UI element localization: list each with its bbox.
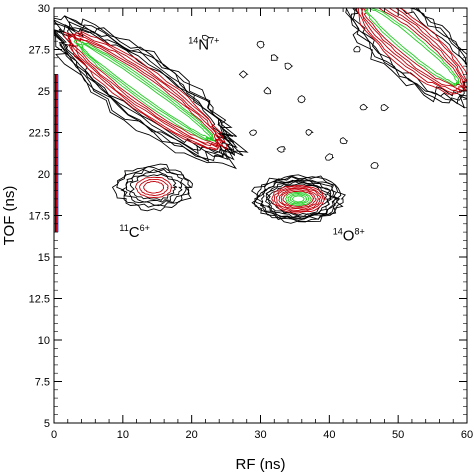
ion-charge: 6+ <box>140 223 150 233</box>
contour-line <box>359 103 369 111</box>
contour-line <box>361 8 463 88</box>
contour-line <box>143 181 165 194</box>
contour-line <box>111 163 193 212</box>
axis-ticks: 0 10 20 30 40 50 60 5 7.5 10 12.5 15 17.5 20 22.5 25 27.… <box>29 3 474 441</box>
ion-label: 11C6+ <box>119 223 149 241</box>
ion-mass: 11 <box>119 223 128 233</box>
contour-line <box>380 104 390 112</box>
contour-line <box>273 185 324 213</box>
contour-line <box>67 33 224 148</box>
y-tick-label: 10 <box>38 335 50 347</box>
contour-line <box>54 19 237 163</box>
x-tick-label: 30 <box>254 429 266 441</box>
contour-line <box>129 173 178 201</box>
contour-line <box>324 153 335 161</box>
y-axis-label: TOF (ns) <box>1 186 18 246</box>
y-tick-label: 30 <box>38 3 50 15</box>
contour-line <box>256 40 265 49</box>
ion-mass: 14 <box>333 226 343 236</box>
contour-line <box>276 146 286 153</box>
ion-charge: 7+ <box>209 36 219 46</box>
contour-line <box>202 34 211 41</box>
x-tick-label: 0 <box>51 429 57 441</box>
y-tick-label: 7.5 <box>35 377 50 389</box>
contour-line <box>354 8 467 95</box>
contour-line <box>54 24 236 161</box>
contour-line <box>80 43 215 140</box>
contour-line <box>58 27 235 154</box>
contour-line <box>76 41 217 142</box>
contour-line <box>260 178 338 220</box>
contour-line <box>139 179 169 196</box>
contour-line <box>305 129 314 136</box>
x-tick-label: 60 <box>461 429 473 441</box>
ion-charge: 8+ <box>354 226 364 236</box>
x-tick-label: 20 <box>186 429 198 441</box>
contour-line <box>353 45 361 53</box>
contour-line <box>125 170 183 203</box>
y-tick-label: 27.5 <box>29 45 50 57</box>
x-tick-label: 50 <box>392 429 404 441</box>
contour-line <box>284 62 294 70</box>
ion-element: O <box>343 227 355 244</box>
contour-line <box>292 195 305 203</box>
contour-line <box>275 187 322 212</box>
contour-line <box>116 166 192 208</box>
contour-line <box>346 8 467 97</box>
contour-line <box>354 8 467 94</box>
y-tick-label: 12.5 <box>29 294 50 306</box>
contour-lines <box>54 8 467 233</box>
contour-line <box>54 15 244 162</box>
ion-mass: 14 <box>188 36 198 46</box>
contour-line <box>356 8 467 92</box>
contour-line <box>280 189 317 209</box>
contour-line <box>134 176 173 198</box>
contour-line <box>358 8 465 91</box>
y-tick-label: 15 <box>38 252 50 264</box>
contour-line <box>370 161 379 169</box>
contour-line <box>350 8 467 105</box>
ion-element: C <box>129 224 140 241</box>
contour-line <box>364 8 460 87</box>
contour-line <box>62 30 228 151</box>
contour-line <box>54 15 249 170</box>
y-tick-label: 22.5 <box>29 128 50 140</box>
contour-line <box>282 190 315 208</box>
contour-line <box>270 54 279 61</box>
contour-line <box>278 188 319 210</box>
contour-line <box>287 192 310 205</box>
y-tick-label: 25 <box>38 86 50 98</box>
contour-line <box>289 194 308 204</box>
y-tick-label: 5 <box>44 418 50 430</box>
contour-line <box>263 86 272 95</box>
ion-label: 14N7+ <box>188 36 219 54</box>
contour-line <box>365 8 460 86</box>
contour-line <box>73 39 216 142</box>
x-axis-label: RF (ns) <box>236 456 286 473</box>
x-tick-label: 40 <box>323 429 335 441</box>
contour-line <box>271 185 326 214</box>
contour-line <box>297 95 306 104</box>
contour-line <box>339 137 348 145</box>
contour-line <box>238 70 249 79</box>
plot-area <box>54 8 467 233</box>
contour-line <box>345 8 467 104</box>
contour-line <box>284 191 313 207</box>
contour-line <box>249 129 257 136</box>
ion-labels: 14N7+11C6+ 14O8+ <box>119 36 364 245</box>
contour-line <box>68 35 222 148</box>
y-tick-label: 20 <box>38 169 50 181</box>
contour-line <box>266 183 328 216</box>
y-tick-label: 17.5 <box>29 211 50 223</box>
ion-element: N <box>198 37 209 54</box>
x-tick-label: 10 <box>117 429 129 441</box>
contour-line <box>265 180 332 217</box>
contour-line <box>72 36 219 145</box>
ion-label: 14O8+ <box>333 226 365 244</box>
